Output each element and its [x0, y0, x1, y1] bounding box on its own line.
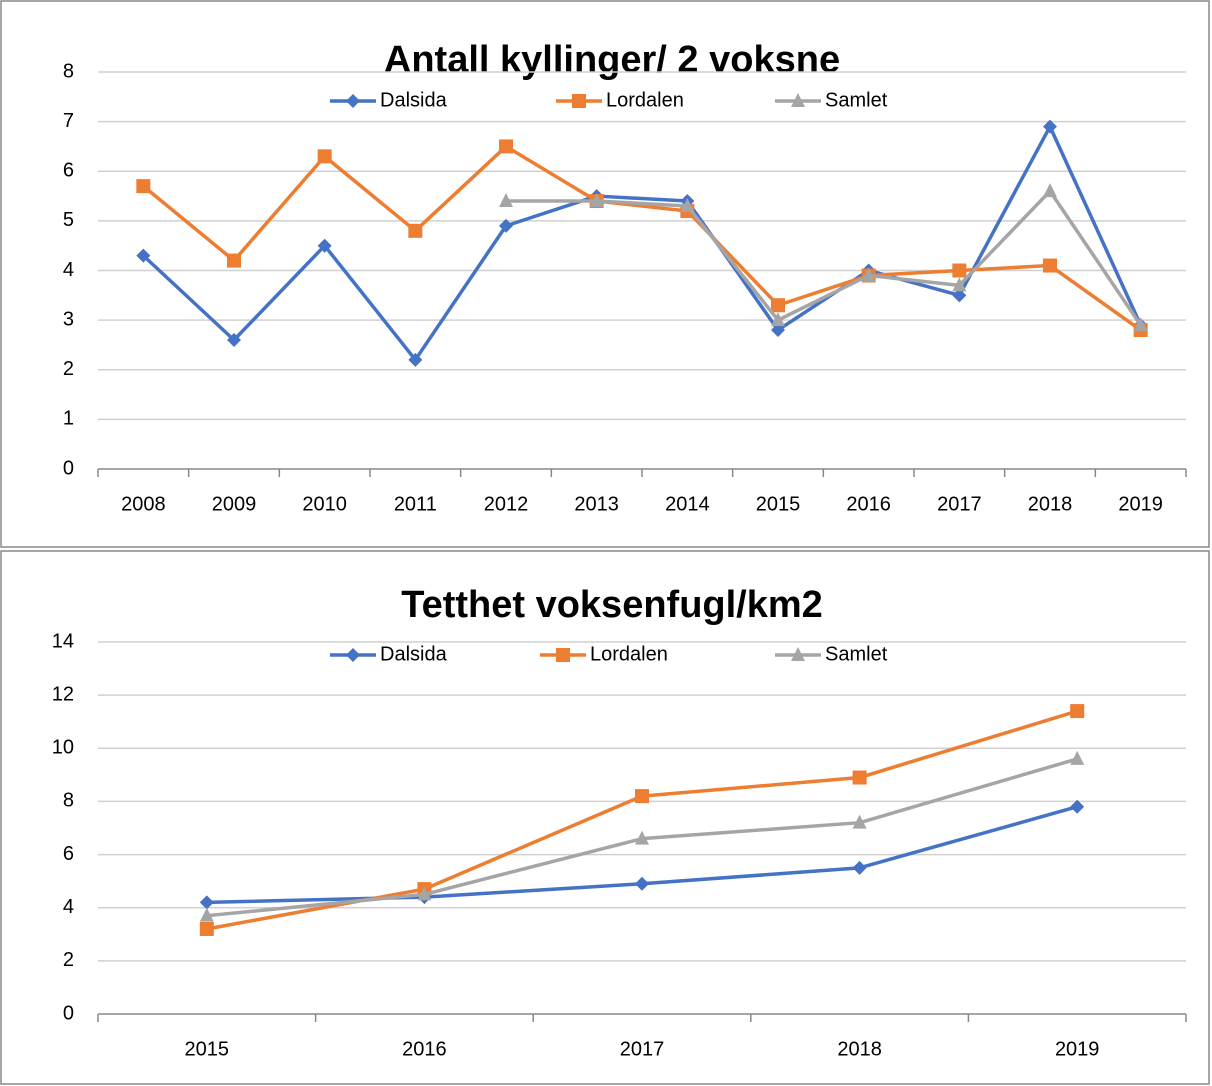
y-tick-label: 2: [63, 358, 74, 380]
y-tick-label: 8: [63, 790, 74, 812]
marker: [199, 895, 214, 910]
legend-label: Lordalen: [590, 643, 668, 665]
y-tick-label: 8: [63, 60, 74, 82]
marker: [499, 139, 513, 154]
legend-label: Samlet: [825, 643, 888, 665]
x-tick-label: 2015: [185, 1038, 230, 1060]
x-tick-label: 2019: [1055, 1038, 1100, 1060]
marker: [408, 352, 423, 367]
marker: [635, 876, 649, 891]
marker: [1070, 704, 1085, 719]
y-tick-label: 2: [63, 949, 74, 971]
marker: [199, 921, 214, 936]
marker: [499, 218, 513, 233]
x-tick-label: 2018: [837, 1038, 882, 1060]
marker: [227, 253, 241, 268]
x-tick-label: 2009: [212, 493, 257, 515]
panel-frame: [0, 550, 1210, 1085]
series-line: [142, 124, 1143, 362]
chart-title: Tetthet voksenfugl/km2: [401, 584, 823, 626]
x-tick-label: 2013: [574, 493, 619, 515]
x-tick-label: 2017: [620, 1038, 665, 1060]
x-tick-label: 2016: [402, 1038, 447, 1060]
marker: [136, 248, 151, 263]
x-tick-label: 2017: [937, 493, 982, 515]
y-tick-label: 4: [63, 896, 74, 918]
marker: [852, 770, 867, 785]
y-tick-label: 5: [63, 209, 74, 231]
y-tick-label: 6: [63, 843, 74, 865]
y-tick-label: 4: [63, 259, 74, 281]
marker: [861, 267, 876, 282]
marker: [952, 277, 967, 292]
chart-title: Antall kyllinger/ 2 voksne: [384, 39, 840, 81]
x-tick-label: 2008: [121, 493, 166, 515]
y-tick-label: 3: [63, 308, 74, 330]
marker: [199, 907, 214, 922]
marker: [852, 860, 867, 875]
x-tick-label: 2011: [394, 493, 437, 515]
x-tick-label: 2018: [1028, 493, 1073, 515]
y-tick-label: 6: [63, 160, 74, 182]
marker: [227, 332, 241, 347]
marker: [1043, 258, 1057, 273]
legend-label: Dalsida: [380, 643, 448, 665]
marker: [635, 830, 649, 845]
marker: [317, 149, 332, 164]
legend-marker: [572, 94, 586, 108]
series-line: [506, 189, 1143, 327]
x-tick-label: 2014: [665, 493, 710, 515]
marker: [852, 814, 867, 829]
marker: [771, 298, 785, 313]
marker: [952, 263, 967, 278]
y-tick-label: 7: [63, 110, 74, 132]
legend-marker: [791, 647, 805, 661]
marker: [1043, 119, 1057, 134]
y-tick-label: 12: [52, 683, 74, 705]
legend-marker: [791, 93, 805, 107]
marker: [771, 312, 785, 327]
marker: [408, 223, 423, 238]
x-tick-label: 2012: [484, 493, 529, 515]
legend-label: Samlet: [825, 89, 888, 111]
marker: [589, 193, 604, 208]
legend-marker: [346, 94, 360, 108]
marker: [1070, 799, 1085, 814]
legend-marker: [346, 648, 360, 662]
x-tick-label: 2010: [302, 493, 347, 515]
y-tick-label: 10: [52, 737, 74, 759]
marker: [1043, 183, 1057, 198]
legend-marker: [556, 648, 570, 662]
marker: [417, 886, 432, 901]
y-tick-label: 0: [63, 457, 74, 479]
marker: [499, 193, 513, 208]
marker: [635, 789, 649, 804]
x-tick-label: 2016: [846, 493, 891, 515]
y-tick-label: 1: [63, 408, 74, 430]
series-line: [206, 709, 1078, 931]
x-tick-label: 2019: [1118, 493, 1163, 515]
marker: [952, 288, 967, 303]
y-tick-label: 0: [63, 1002, 74, 1024]
panel-frame: [0, 0, 1210, 548]
legend-label: Dalsida: [380, 89, 448, 111]
y-tick-label: 14: [52, 630, 74, 652]
marker: [317, 238, 332, 253]
marker: [1070, 750, 1085, 765]
marker: [1133, 317, 1148, 332]
legend-label: Lordalen: [606, 89, 684, 111]
marker: [136, 179, 151, 194]
marker: [771, 323, 785, 338]
marker: [680, 197, 695, 212]
x-tick-label: 2015: [756, 493, 801, 515]
